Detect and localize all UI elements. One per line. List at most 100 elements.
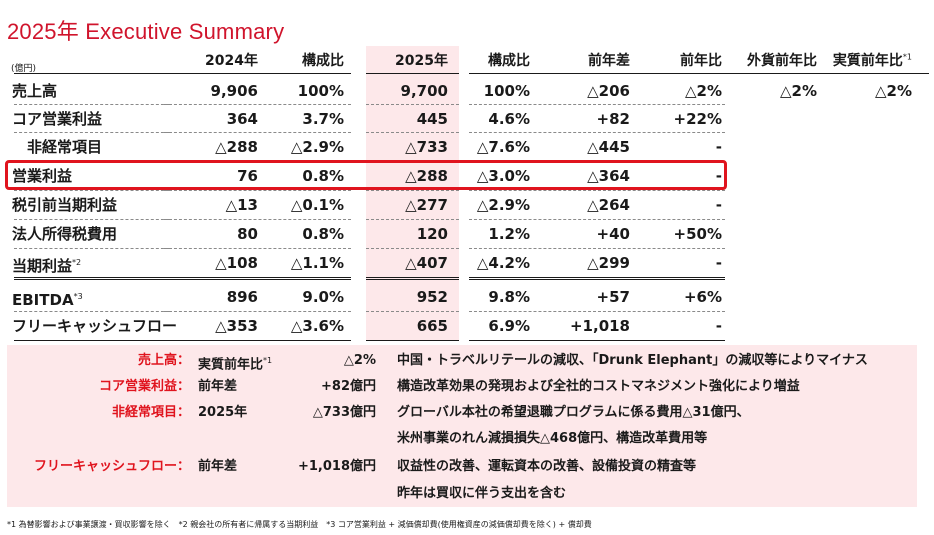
table-row: 営業利益 76 0.8% △288 △3.0% △364 - (0, 162, 934, 190)
diff-value: △299 (587, 254, 630, 272)
footnote: *1 為替影響および事業譲渡・買収影響を除く *2 親会社の所有者に帰属する当期… (7, 520, 592, 529)
note-key: フリーキャッシュフロー： (33, 459, 190, 474)
table-row: 法人所得税費用 80 0.8% 120 1.2% +40 +50% (0, 220, 934, 248)
yoy-value: - (715, 317, 722, 335)
note-value: +82億円 (321, 379, 376, 394)
note-key: 非経常項目： (111, 405, 190, 420)
ratio-2025: 1.2% (488, 225, 530, 243)
note-metric: 実質前年比*1 (198, 353, 272, 373)
row-divider (14, 190, 169, 191)
table-row: コア営業利益 364 3.7% 445 4.6% +82 +22% (0, 105, 934, 133)
diff-value: +1,018 (569, 317, 630, 335)
operating-profit-highlight (5, 160, 727, 190)
note-text: 昨年は買収に伴う支出を含む (397, 486, 567, 501)
value-2025: 665 (416, 317, 448, 335)
value-2025: △288 (405, 167, 448, 185)
table-row: 売上高 9,906 100% 9,700 100% △206 △2% △2% △2% (0, 77, 934, 105)
ratio-2024: △0.1% (290, 196, 344, 214)
row-divider (14, 311, 169, 312)
row-divider (366, 277, 459, 280)
row-label: 非経常項目 (12, 138, 102, 156)
real-yoy-sup: *1 (902, 52, 912, 62)
note-text: グローバル本社の希望退職プログラムに係る費用△31億円、 (397, 405, 750, 420)
note-text: 構造改革効果の発現および全社的コストマネジメント強化により増益 (397, 379, 800, 394)
row-divider (14, 340, 169, 341)
note-metric: 2025年 (198, 405, 247, 421)
value-2024: △288 (215, 138, 258, 156)
row-divider (164, 277, 351, 280)
ratio-2024: 0.8% (302, 225, 344, 243)
row-divider (14, 132, 169, 133)
yoy-value: △2% (684, 82, 722, 100)
value-2024: △108 (215, 254, 258, 272)
value-2025: 9,700 (400, 82, 448, 100)
note-text: 収益性の改善、運転資本の改善、設備投資の精査等 (397, 459, 697, 474)
note-metric: 前年差 (198, 379, 237, 395)
real-yoy-label: 実質前年比 (832, 53, 903, 69)
row-divider (469, 248, 725, 249)
yoy-value: - (715, 167, 722, 185)
notes-panel: 売上高： 実質前年比*1 △2% 中国・トラベルリテールの減収、「Drunk Elep… (7, 345, 917, 507)
page-title: 2025年 Executive Summary (7, 19, 285, 44)
ratio-2025: △4.2% (476, 254, 530, 272)
note-text: 中国・トラベルリテールの減収、「Drunk Elephant」の減収等によりマイ… (397, 353, 868, 368)
row-label: 当期利益*2 (12, 254, 81, 275)
row-divider (164, 104, 351, 105)
row-divider (164, 248, 351, 249)
note-metric-text: 実質前年比 (198, 357, 264, 373)
row-divider (366, 311, 459, 312)
note-text: 米州事業のれん減損損失△468億円、構造改革費用等 (397, 431, 708, 446)
row-label: 法人所得税費用 (12, 225, 117, 243)
row-divider (14, 104, 169, 105)
row-divider (366, 340, 459, 341)
diff-value: +57 (596, 288, 630, 306)
value-2025: 445 (416, 110, 448, 128)
fy2025-column-shade (366, 46, 459, 341)
row-divider (14, 277, 169, 280)
row-divider (469, 132, 725, 133)
fx-yoy-value: △2% (779, 82, 817, 100)
diff-value: +82 (596, 110, 630, 128)
ratio-2025: 6.9% (488, 317, 530, 335)
yoy-value: +6% (683, 288, 722, 306)
row-label-text: 当期利益 (12, 257, 73, 275)
yoy-value: +50% (673, 225, 722, 243)
unit-label: (億円) (11, 64, 37, 74)
ratio-2024: △1.1% (290, 254, 344, 272)
value-2024: 80 (237, 225, 258, 243)
row-divider (164, 73, 351, 74)
value-2025: △733 (405, 138, 448, 156)
row-label: 売上高 (12, 82, 57, 100)
real-yoy-value: △2% (874, 82, 912, 100)
table-row: 税引前当期利益 △13 △0.1% △277 △2.9% △264 - (0, 191, 934, 219)
table-row: EBITDA*3 896 9.0% 952 9.8% +57 +6% (0, 283, 934, 311)
col-header-fx-yoy: 外貨前年比 (747, 53, 817, 69)
value-2024: 364 (226, 110, 258, 128)
row-label-text: フリーキャッシュフロー (12, 317, 178, 335)
col-header-ratio-2024: 構成比 (302, 53, 344, 69)
row-divider (14, 219, 169, 220)
row-label-sup: *3 (73, 292, 83, 301)
value-2025: △407 (405, 254, 448, 272)
row-divider (14, 248, 169, 249)
row-divider (469, 104, 725, 105)
table-row: 当期利益*2 △108 △1.1% △407 △4.2% △299 - (0, 249, 934, 277)
note-value: +1,018億円 (297, 459, 376, 474)
value-2024: △13 (225, 196, 258, 214)
yoy-value: - (715, 138, 722, 156)
col-header-real-yoy: 実質前年比*1 (833, 50, 912, 70)
diff-value: △206 (587, 82, 630, 100)
note-metric-text: 前年差 (198, 459, 238, 474)
row-divider (164, 340, 351, 341)
ratio-2025: 4.6% (488, 110, 530, 128)
diff-value: △364 (587, 167, 630, 185)
col-header-2024: 2024年 (205, 53, 258, 69)
note-value: △2% (343, 353, 376, 368)
col-header-yoy: 前年比 (680, 53, 722, 69)
row-divider (366, 73, 459, 74)
row-label-text: 法人所得税費用 (12, 225, 118, 243)
row-divider (164, 219, 351, 220)
diff-value: +40 (596, 225, 630, 243)
yoy-value: - (715, 254, 722, 272)
ratio-2024: 0.8% (302, 167, 344, 185)
